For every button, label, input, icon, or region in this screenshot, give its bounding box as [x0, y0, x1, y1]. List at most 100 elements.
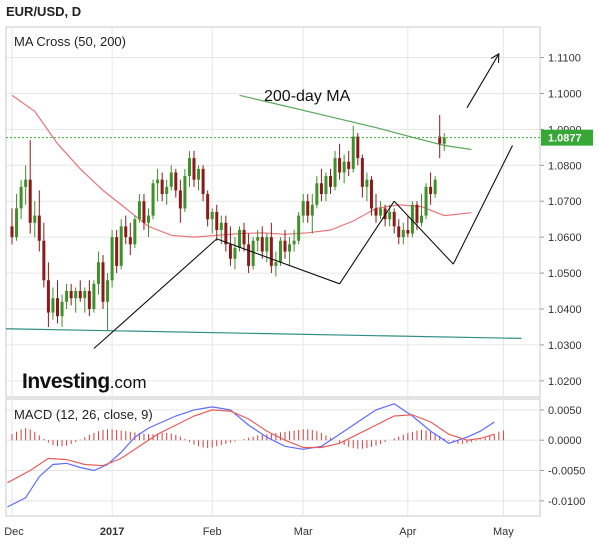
candle-down	[269, 237, 273, 266]
candle-up	[333, 158, 337, 187]
candle-down	[347, 161, 351, 169]
candle-up	[301, 201, 305, 216]
y-tick-label-main: 1.0800	[548, 160, 582, 172]
candle-up	[315, 183, 319, 205]
x-tick-label: Feb	[203, 526, 222, 538]
main-panel-frame	[5, 26, 541, 398]
candle-down	[369, 179, 373, 209]
candle-up	[165, 186, 169, 195]
trendline	[452, 145, 513, 265]
last-price-label: 1.0877	[548, 133, 582, 145]
candle-up	[274, 262, 278, 266]
candle-down	[374, 208, 378, 216]
x-tick-label: Dec	[4, 526, 24, 538]
y-tick-label-main: 1.0200	[548, 376, 582, 388]
candle-down	[415, 204, 419, 223]
candle-down	[78, 291, 82, 299]
candle-up	[442, 137, 446, 144]
candle-down	[338, 158, 342, 173]
candle-up	[351, 136, 355, 169]
candle-up	[110, 237, 114, 281]
candle-down	[128, 237, 132, 245]
y-tick-label-main: 1.0300	[548, 340, 582, 352]
candle-up	[410, 204, 414, 234]
investing-logo: Investing.com	[22, 370, 147, 394]
macd-label: MACD (12, 26, close, 9)	[14, 407, 153, 422]
x-tick-label: Apr	[399, 526, 416, 538]
candle-up	[219, 222, 223, 230]
macd-line	[7, 403, 495, 508]
candle-up	[83, 291, 87, 299]
y-tick-label-main: 1.1000	[548, 88, 582, 100]
candle-down	[356, 136, 360, 159]
candle-down	[206, 194, 210, 220]
arrow-shaft	[466, 53, 500, 109]
candle-down	[56, 298, 59, 317]
candle-up	[197, 168, 201, 180]
y-tick-label-main: 1.1100	[548, 53, 581, 65]
arrow-head	[490, 52, 500, 63]
candle-up	[92, 283, 96, 309]
candle-up	[310, 204, 314, 216]
candle-up	[379, 208, 383, 216]
trendline	[339, 200, 395, 285]
candle-down	[306, 201, 310, 216]
candle-down	[329, 176, 332, 187]
macd-panel-frame	[5, 398, 541, 517]
y-tick-label-main: 1.0600	[548, 232, 582, 244]
macd-plot-group	[7, 403, 504, 508]
candle-down	[215, 212, 219, 230]
candle-down	[392, 212, 396, 227]
candle-down	[228, 244, 232, 259]
candle-down	[42, 240, 46, 281]
trendline	[93, 238, 218, 349]
x-tick-label: 2017	[100, 526, 124, 538]
candle-down	[383, 208, 387, 220]
y-tick-label-macd: 0.0050	[548, 405, 582, 417]
candle-up	[288, 244, 292, 252]
logo-brand: Investing	[22, 370, 110, 393]
candle-down	[283, 240, 287, 252]
candle-down	[201, 168, 205, 195]
candle-down	[360, 158, 364, 187]
candle-down	[192, 158, 196, 180]
candle-up	[324, 176, 328, 195]
candle-down	[260, 237, 264, 252]
candle-up	[420, 215, 423, 223]
candle-down	[224, 222, 228, 245]
candle-up	[65, 291, 69, 302]
candle-up	[233, 247, 237, 259]
candle-down	[10, 226, 14, 238]
candle-up	[15, 208, 19, 238]
trendline	[393, 200, 454, 265]
candle-up	[187, 158, 191, 177]
candle-up	[133, 219, 137, 245]
candle-up	[401, 229, 405, 238]
logo-tld: .com	[109, 373, 147, 392]
candle-up	[24, 179, 28, 187]
y-tick-label-main: 1.0500	[548, 268, 582, 280]
candle-up	[119, 226, 123, 266]
candle-down	[178, 190, 182, 209]
candle-down	[429, 186, 433, 195]
candle-up	[147, 215, 150, 223]
candle-down	[397, 226, 401, 238]
candle-up	[19, 186, 23, 209]
candle-up	[256, 237, 260, 241]
candle-up	[424, 186, 428, 216]
signal-line	[7, 409, 495, 484]
candle-down	[37, 215, 41, 241]
x-tick-label: May	[493, 526, 514, 538]
candle-up	[33, 215, 37, 223]
y-tick-label-macd: -0.0050	[548, 466, 585, 478]
y-tick-label-macd: -0.0100	[548, 496, 585, 508]
candle-down	[115, 237, 119, 266]
candle-down	[142, 201, 146, 223]
support-line	[6, 328, 522, 339]
candle-down	[87, 291, 91, 309]
candle-up	[96, 262, 100, 284]
candle-down	[160, 179, 164, 195]
candle-up	[210, 212, 214, 220]
candle-up	[156, 179, 160, 184]
